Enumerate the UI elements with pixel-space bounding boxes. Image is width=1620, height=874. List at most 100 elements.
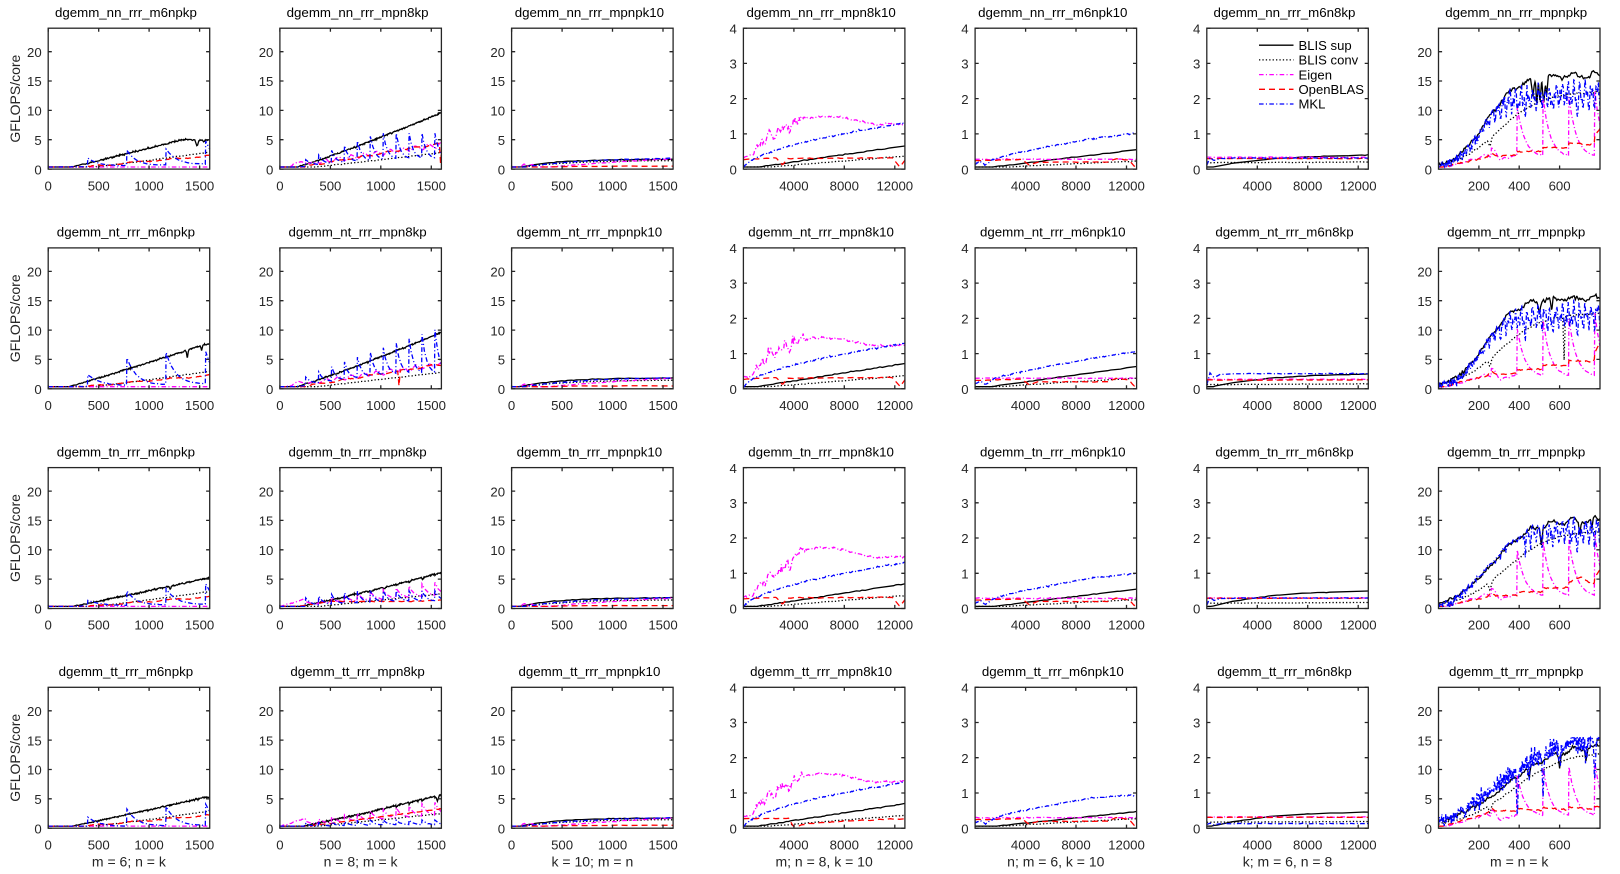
svg-text:10: 10 [27, 104, 42, 119]
svg-text:15: 15 [27, 514, 42, 529]
svg-text:5: 5 [498, 792, 505, 807]
svg-text:200: 200 [1468, 837, 1490, 852]
svg-text:15: 15 [27, 74, 42, 89]
svg-text:0: 0 [1425, 162, 1432, 177]
svg-text:1500: 1500 [417, 178, 446, 193]
svg-text:10: 10 [1417, 323, 1432, 338]
svg-text:n = 8; m = k: n = 8; m = k [324, 853, 399, 869]
svg-text:dgemm_tt_rrr_mpnpkp: dgemm_tt_rrr_mpnpkp [1449, 664, 1584, 679]
svg-text:12000: 12000 [1108, 178, 1145, 193]
svg-text:OpenBLAS: OpenBLAS [1299, 82, 1365, 97]
svg-text:dgemm_tt_rrr_m6npk10: dgemm_tt_rrr_m6npk10 [982, 664, 1124, 679]
svg-text:dgemm_nt_rrr_mpnpkp: dgemm_nt_rrr_mpnpkp [1447, 225, 1585, 240]
svg-text:0: 0 [498, 382, 505, 397]
svg-text:3: 3 [730, 716, 737, 731]
svg-text:15: 15 [490, 733, 505, 748]
svg-text:20: 20 [27, 484, 42, 499]
svg-text:12000: 12000 [1340, 178, 1377, 193]
svg-text:5: 5 [266, 572, 273, 587]
svg-text:3: 3 [1193, 57, 1200, 72]
svg-text:dgemm_tn_rrr_mpn8kp: dgemm_tn_rrr_mpn8kp [288, 444, 426, 459]
svg-text:12000: 12000 [876, 618, 913, 633]
svg-text:2: 2 [1193, 751, 1200, 766]
svg-text:8000: 8000 [1293, 618, 1322, 633]
svg-text:0: 0 [961, 382, 968, 397]
svg-text:4: 4 [1193, 241, 1200, 256]
svg-text:8000: 8000 [1293, 398, 1322, 413]
svg-text:2: 2 [1193, 92, 1200, 107]
svg-text:5: 5 [1425, 353, 1432, 368]
svg-text:2: 2 [1193, 531, 1200, 546]
svg-text:dgemm_nn_rrr_mpn8kp: dgemm_nn_rrr_mpn8kp [287, 5, 429, 20]
svg-text:dgemm_tt_rrr_mpn8kp: dgemm_tt_rrr_mpn8kp [290, 664, 425, 679]
svg-text:8000: 8000 [1061, 398, 1090, 413]
svg-text:400: 400 [1508, 837, 1530, 852]
svg-text:20: 20 [1417, 704, 1432, 719]
svg-text:1000: 1000 [366, 618, 395, 633]
svg-text:15: 15 [490, 294, 505, 309]
svg-text:0: 0 [730, 382, 737, 397]
svg-text:5: 5 [498, 572, 505, 587]
svg-text:4000: 4000 [779, 618, 808, 633]
svg-text:1: 1 [730, 786, 737, 801]
svg-text:15: 15 [1417, 733, 1432, 748]
svg-text:0: 0 [961, 821, 968, 836]
svg-text:5: 5 [498, 133, 505, 148]
svg-text:0: 0 [276, 398, 283, 413]
svg-text:1000: 1000 [134, 618, 163, 633]
svg-text:1: 1 [730, 567, 737, 582]
svg-text:500: 500 [551, 837, 573, 852]
svg-text:5: 5 [266, 133, 273, 148]
svg-text:BLIS sup: BLIS sup [1299, 38, 1352, 53]
svg-text:5: 5 [266, 792, 273, 807]
svg-text:500: 500 [319, 837, 341, 852]
svg-text:500: 500 [551, 398, 573, 413]
svg-text:12000: 12000 [876, 178, 913, 193]
svg-text:20: 20 [490, 484, 505, 499]
svg-text:10: 10 [259, 323, 274, 338]
svg-text:500: 500 [88, 398, 110, 413]
svg-text:1: 1 [961, 567, 968, 582]
svg-text:0: 0 [266, 821, 273, 836]
svg-text:5: 5 [34, 792, 41, 807]
svg-text:dgemm_tn_rrr_mpn8k10: dgemm_tn_rrr_mpn8k10 [748, 444, 894, 459]
svg-text:15: 15 [259, 514, 274, 529]
svg-text:10: 10 [1417, 543, 1432, 558]
svg-text:dgemm_nt_rrr_mpn8k10: dgemm_nt_rrr_mpn8k10 [748, 225, 894, 240]
svg-text:3: 3 [730, 496, 737, 511]
svg-text:2: 2 [730, 751, 737, 766]
svg-text:15: 15 [259, 733, 274, 748]
svg-text:0: 0 [1193, 382, 1200, 397]
svg-text:4: 4 [961, 461, 968, 476]
svg-text:1500: 1500 [417, 618, 446, 633]
svg-text:0: 0 [498, 602, 505, 617]
svg-text:20: 20 [27, 265, 42, 280]
svg-text:dgemm_nt_rrr_m6npkp: dgemm_nt_rrr_m6npkp [57, 225, 195, 240]
svg-text:2: 2 [961, 531, 968, 546]
svg-text:20: 20 [27, 45, 42, 60]
svg-text:0: 0 [276, 178, 283, 193]
svg-text:8000: 8000 [830, 178, 859, 193]
svg-text:10: 10 [490, 763, 505, 778]
svg-text:15: 15 [1417, 74, 1432, 89]
svg-text:20: 20 [259, 484, 274, 499]
svg-text:15: 15 [259, 294, 274, 309]
svg-text:8000: 8000 [830, 398, 859, 413]
svg-text:dgemm_nn_rrr_m6n8kp: dgemm_nn_rrr_m6n8kp [1214, 5, 1356, 20]
svg-text:2: 2 [961, 751, 968, 766]
svg-text:12000: 12000 [1340, 618, 1377, 633]
svg-text:1: 1 [1193, 786, 1200, 801]
svg-text:1000: 1000 [134, 837, 163, 852]
svg-text:0: 0 [266, 602, 273, 617]
svg-text:0: 0 [961, 602, 968, 617]
svg-text:GFLOPS/core: GFLOPS/core [7, 714, 23, 802]
svg-text:GFLOPS/core: GFLOPS/core [7, 494, 23, 582]
svg-text:5: 5 [34, 133, 41, 148]
svg-text:8000: 8000 [830, 618, 859, 633]
svg-text:0: 0 [34, 821, 41, 836]
svg-text:5: 5 [1425, 572, 1432, 587]
svg-text:20: 20 [490, 704, 505, 719]
svg-text:10: 10 [490, 323, 505, 338]
svg-text:1000: 1000 [366, 837, 395, 852]
svg-text:GFLOPS/core: GFLOPS/core [7, 54, 23, 142]
